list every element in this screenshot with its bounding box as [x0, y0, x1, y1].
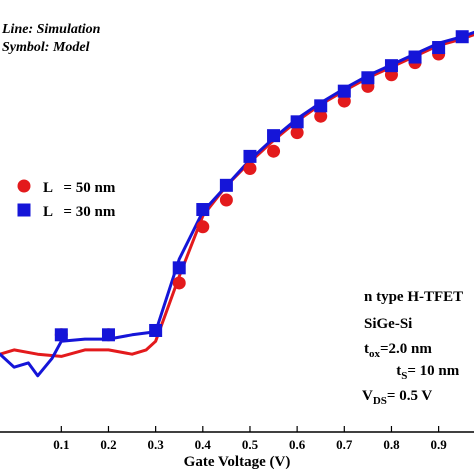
x-tick-label: 0.9: [431, 437, 448, 452]
model-markers: [54, 30, 469, 342]
data-point-square: [149, 323, 163, 337]
note-symbol-model: Symbol: Model: [2, 40, 90, 55]
data-point-square: [455, 30, 469, 44]
x-tick-label: 0.5: [242, 437, 259, 452]
legend-marker-square: [17, 203, 31, 217]
annotation-ts: tS= 10 nm: [370, 363, 474, 382]
data-point-square: [172, 261, 186, 275]
data-point-square: [337, 84, 351, 98]
data-point-circle: [290, 126, 304, 140]
device-annotation: n type H-TFET SiGe-Si tox=2.0 nm tS= 10 …: [362, 289, 474, 407]
data-point-square: [243, 149, 257, 163]
data-point-circle: [267, 144, 281, 158]
annotation-device-type: n type H-TFET: [364, 289, 463, 305]
note-line-simulation: Line: Simulation: [1, 22, 101, 37]
data-point-circle: [219, 193, 233, 207]
data-point-square: [361, 71, 375, 85]
x-tick-label: 0.4: [195, 437, 212, 452]
data-point-square: [196, 203, 210, 217]
data-point-circle: [314, 109, 328, 123]
data-point-square: [219, 178, 233, 192]
annotation-vds: VDS= 0.5 V: [362, 388, 432, 407]
data-point-circle: [337, 94, 351, 108]
data-point-square: [267, 129, 281, 143]
x-tick-label: 0.3: [148, 437, 165, 452]
x-tick-label: 0.6: [289, 437, 306, 452]
data-point-circle: [243, 161, 257, 175]
x-tick-label: 0.2: [100, 437, 116, 452]
x-tick-label: 0.1: [53, 437, 69, 452]
annotation-tox: tox=2.0 nm: [364, 341, 432, 360]
data-point-square: [432, 41, 446, 55]
legend-label-50nm: L = 50 nm: [43, 180, 116, 196]
data-point-square: [314, 99, 328, 113]
legend-label-30nm: L = 30 nm: [43, 204, 116, 220]
data-point-square: [290, 115, 304, 129]
annotation-material: SiGe-Si: [364, 316, 412, 332]
data-point-square: [101, 328, 115, 342]
legend-marker-circle: [17, 179, 31, 193]
data-point-square: [384, 59, 398, 73]
data-point-circle: [196, 220, 210, 234]
data-point-square: [408, 50, 422, 64]
x-axis-label: Gate Voltage (V): [184, 454, 291, 470]
x-tick-label: 0.8: [383, 437, 400, 452]
legend: L = 50 nm L = 30 nm: [17, 179, 116, 220]
data-point-circle: [172, 276, 186, 290]
data-point-square: [54, 328, 68, 342]
x-tick-label: 0.7: [336, 437, 353, 452]
axes: 0.1 0.2 0.3 0.4 0.5 0.6 0.7 0.8 0.9: [0, 426, 474, 452]
